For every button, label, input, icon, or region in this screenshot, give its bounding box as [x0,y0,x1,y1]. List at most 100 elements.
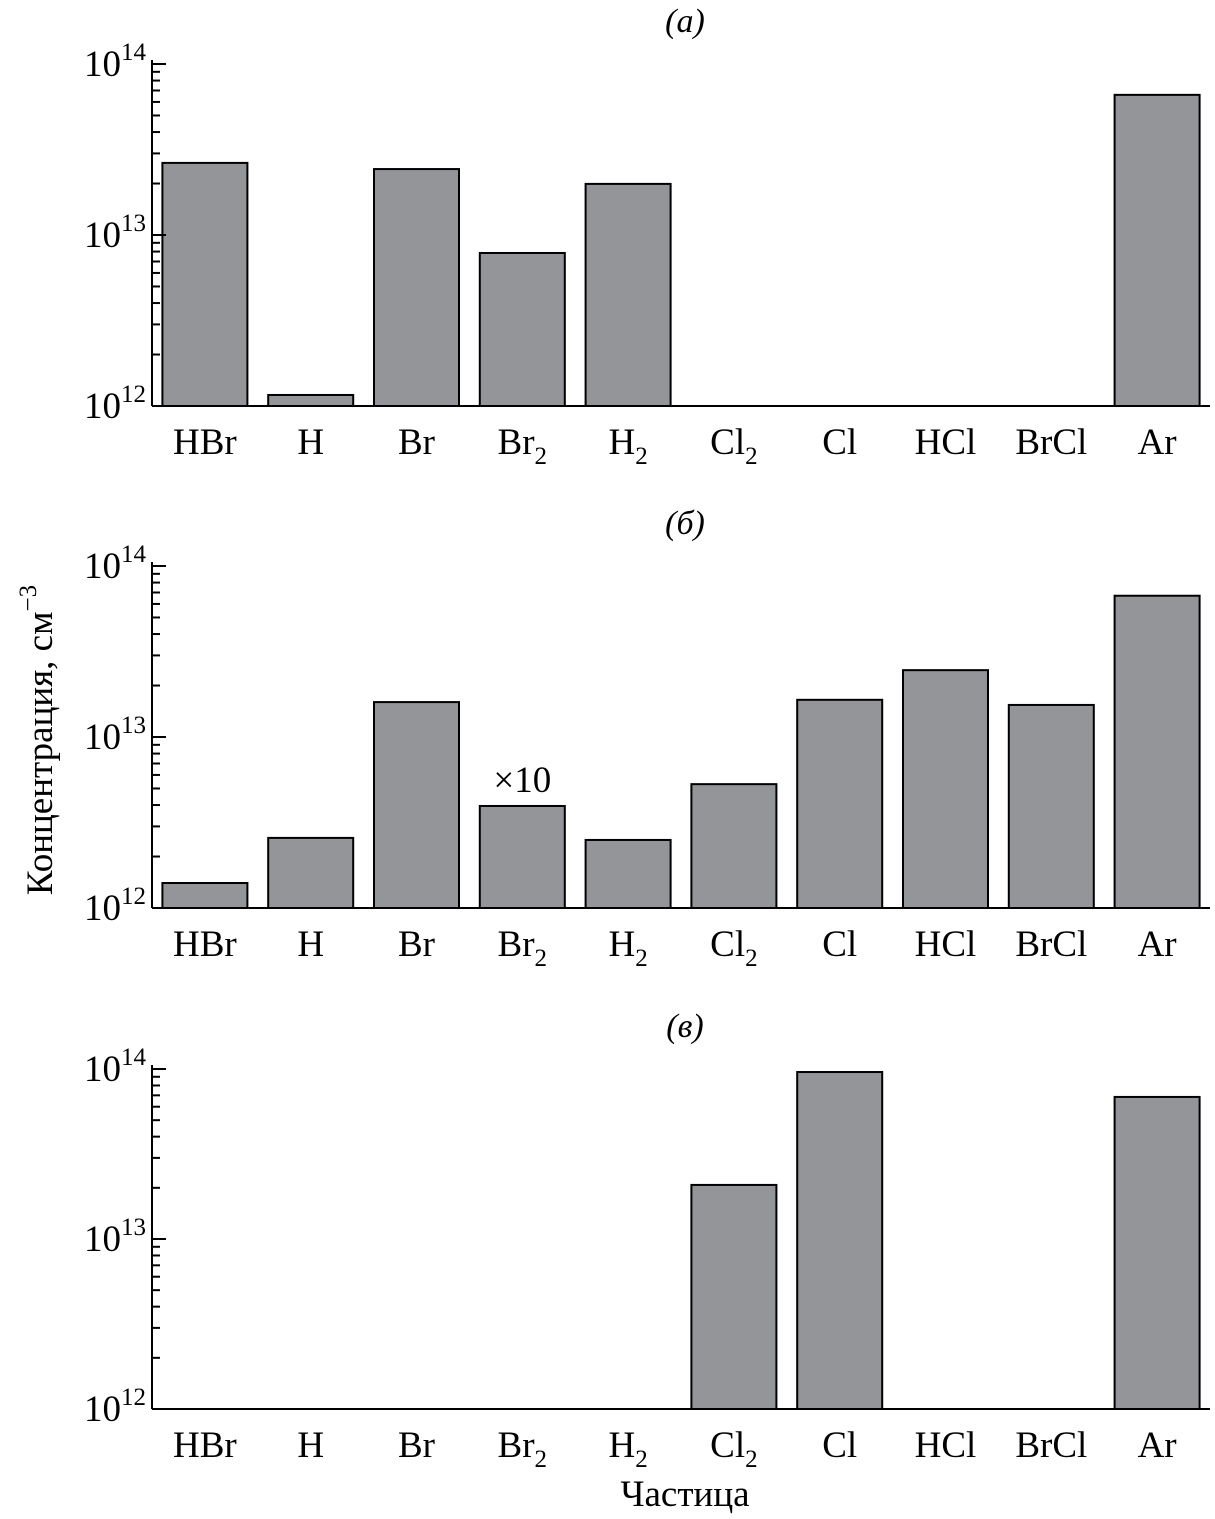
bar-Ar [1113,93,1201,407]
bar-H [267,836,355,909]
x-tick-label: Cl2 [710,1425,757,1473]
label-text: HCl [915,422,977,463]
label-text: Ar [1138,1425,1177,1466]
tick-base: 10 [84,717,121,758]
bar-Cl [796,1071,884,1411]
bar-Cl2 [690,783,778,909]
tick-exponent: 13 [121,712,146,739]
y-tick-label: 1012 [84,381,146,427]
bar-Ar [1113,594,1201,909]
tick-base: 10 [84,1219,121,1260]
y-axis-title-text: Концентрация, см [20,611,61,895]
tick-exponent: 13 [121,210,146,237]
bar-HBr [161,882,249,909]
x-tick-label: Cl [822,1425,857,1466]
bar-Br2 [478,804,566,909]
x-tick-label: H [297,1425,324,1466]
y-tick-label: 1013 [84,1214,146,1260]
bar-H [267,393,355,408]
tick-base: 10 [84,215,121,256]
bar-Br [373,701,460,909]
label-text: Ar [1138,422,1177,463]
x-tick-label: H2 [608,1425,647,1473]
label-text: Cl [822,422,857,463]
label-subscript: 2 [635,1446,648,1473]
panel-title: (а) [665,3,705,40]
label-text: Cl [710,422,745,463]
bar-H2 [584,182,672,407]
y-tick-label: 1012 [84,1384,146,1430]
x-tick-label: Br [398,924,435,965]
tick-exponent: 12 [121,381,146,408]
label-text: H [608,422,635,463]
label-text: HCl [915,1425,977,1466]
x-tick-label: HCl [915,924,977,965]
bar-HCl [902,669,989,909]
x-tick-label: Br2 [498,924,548,972]
label-text: HBr [173,924,237,965]
tick-base: 10 [84,44,121,85]
label-subscript: 2 [535,443,548,470]
y-axis-title-superscript: −3 [15,585,42,612]
bar-Br2 [478,251,566,407]
tick-exponent: 13 [121,1214,146,1241]
label-text: Br [498,1425,535,1466]
x-tick-label: HBr [173,924,237,965]
x-tick-label: H2 [608,924,647,972]
x-tick-label: Ar [1138,422,1177,463]
label-text: BrCl [1015,924,1087,965]
x-tick-label: Cl2 [710,422,757,470]
label-text: Br [498,422,535,463]
panel-title: (в) [666,1008,703,1045]
x-tick-label: H [297,924,324,965]
x-tick-label: Br [398,1425,435,1466]
label-text: Cl [822,924,857,965]
label-text: Ar [1138,924,1177,965]
bar-Br [373,168,460,407]
label-text: HBr [173,422,237,463]
label-text: Cl [710,924,745,965]
y-axis-title: Концентрация, см−3 [15,585,61,895]
label-text: H [297,924,324,965]
x-tick-label: Cl2 [710,924,757,972]
tick-exponent: 14 [121,541,147,568]
bar-Ar [1113,1095,1201,1410]
x-tick-label: BrCl [1015,1425,1087,1466]
x-tick-label: BrCl [1015,924,1087,965]
y-tick-label: 1013 [84,712,146,758]
x-tick-label: HBr [173,422,237,463]
x-tick-label: Cl [822,422,857,463]
label-subscript: 2 [535,1446,548,1473]
bar-Cl [796,698,884,909]
tick-base: 10 [84,546,121,587]
bar-Cl2 [690,1183,778,1410]
x-tick-label: HCl [915,1425,977,1466]
y-tick-label: 1013 [84,210,146,256]
x-tick-label: Cl [822,924,857,965]
label-text: Br [498,924,535,965]
label-subscript: 2 [745,945,758,972]
y-tick-label: 1012 [84,883,146,929]
tick-exponent: 12 [121,1384,146,1411]
tick-exponent: 14 [121,1044,147,1071]
tick-base: 10 [84,386,121,427]
y-tick-label: 1014 [84,39,147,85]
tick-base: 10 [84,1389,121,1430]
label-text: HCl [915,924,977,965]
x-tick-label: HCl [915,422,977,463]
tick-base: 10 [84,1049,121,1090]
y-tick-label: 1014 [84,541,147,587]
x-axis-title: Частица [620,1474,749,1515]
label-subscript: 2 [745,1446,758,1473]
bar-BrCl [1007,703,1095,909]
label-text: H [297,422,324,463]
x-tick-label: H [297,422,324,463]
y-tick-label: 1014 [84,1044,147,1090]
x-tick-label: BrCl [1015,422,1087,463]
x-tick-label: Br [398,422,435,463]
label-text: Cl [822,1425,857,1466]
label-text: H [608,1425,635,1466]
